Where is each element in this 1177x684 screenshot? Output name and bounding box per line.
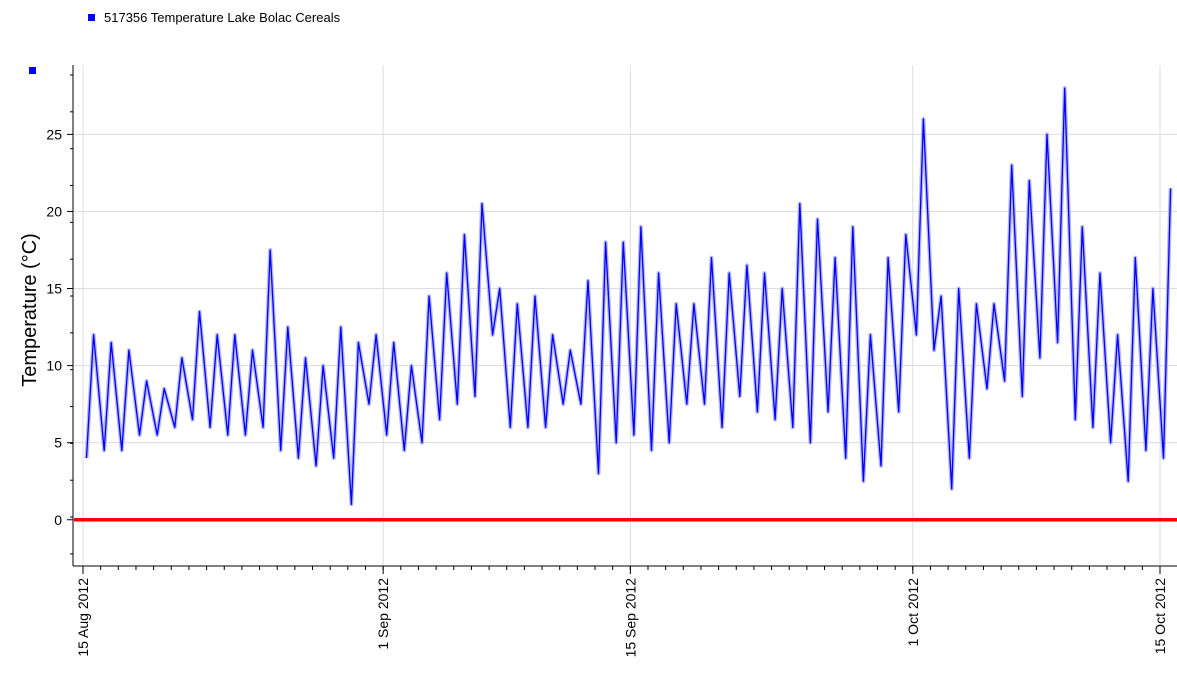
x-tick-label: 1 Oct 2012: [905, 578, 921, 647]
y-axis-label: Temperature (°C): [19, 233, 41, 387]
y-tick-label: 15: [46, 281, 62, 297]
x-tick-label: 15 Sep 2012: [622, 578, 638, 658]
x-tick-label: 15 Aug 2012: [75, 578, 91, 657]
legend-text: 517356 Temperature Lake Bolac Cereals: [104, 10, 341, 25]
y-tick-label: 5: [54, 435, 62, 451]
y-tick-label: 0: [54, 512, 62, 528]
x-tick-label: 1 Sep 2012: [375, 578, 391, 650]
y-tick-label: 25: [46, 126, 62, 142]
y-tick-label: 20: [46, 203, 62, 219]
legend-swatch: [88, 14, 95, 21]
series-line: [85, 87, 1172, 505]
y-tick-label: 10: [46, 358, 62, 374]
x-tick-label: 15 Oct 2012: [1152, 578, 1168, 654]
axis-marker: [29, 67, 36, 74]
